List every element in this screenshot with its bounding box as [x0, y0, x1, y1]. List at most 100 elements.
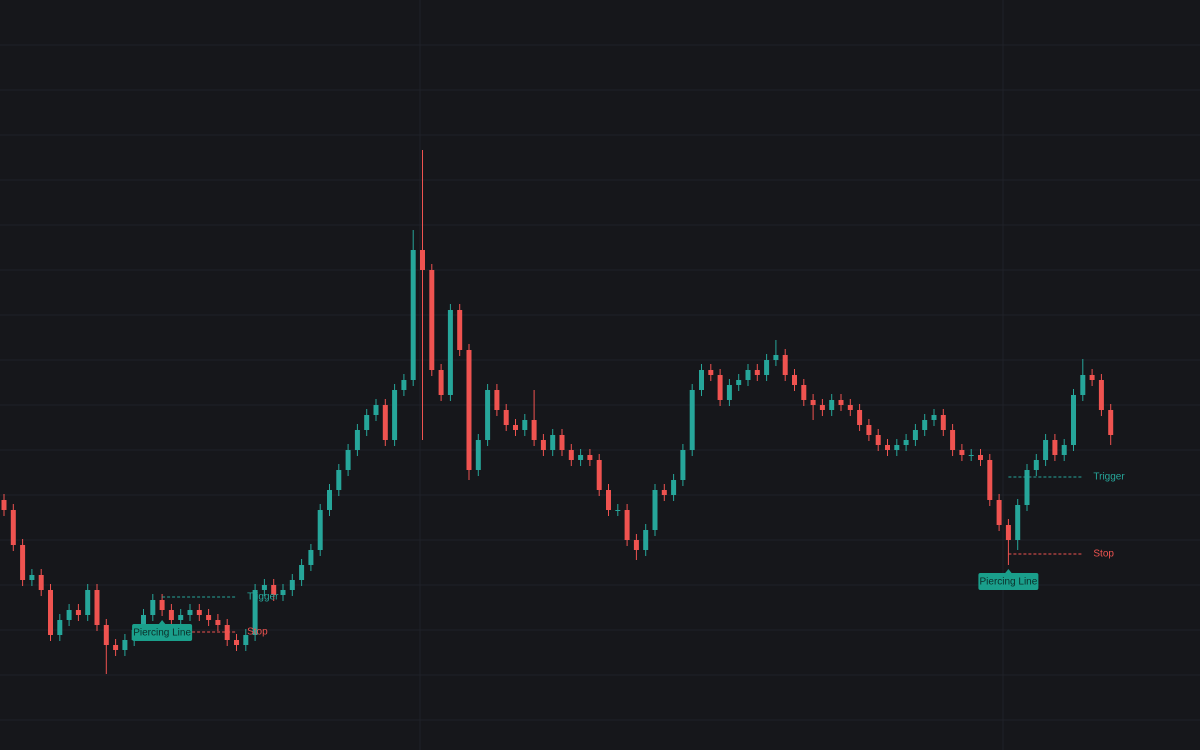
candle-body — [764, 360, 770, 375]
candle-body — [903, 440, 909, 445]
candle-body — [857, 410, 863, 425]
candle-body — [866, 425, 872, 435]
candle-body — [38, 575, 44, 590]
candle-body — [885, 445, 890, 450]
candle-body — [950, 430, 956, 450]
candle-body — [447, 310, 453, 395]
candle-body — [689, 390, 695, 450]
candle-body — [1108, 410, 1114, 435]
candle-body — [457, 310, 463, 350]
candle-body — [354, 430, 360, 450]
candle-body — [643, 530, 649, 550]
candle-body — [299, 565, 305, 580]
candle-body — [75, 610, 81, 615]
candle-body — [66, 610, 72, 620]
candle-body — [48, 590, 53, 635]
candle-body — [596, 460, 602, 490]
candle-body — [327, 490, 332, 510]
stop-label: Stop — [247, 627, 268, 638]
candle-body — [652, 490, 658, 530]
candle-body — [364, 415, 370, 430]
candle-body — [113, 645, 119, 650]
label-pointer — [1004, 569, 1013, 574]
candle-body — [494, 390, 500, 410]
candle-body — [234, 640, 239, 645]
candle-body — [1071, 395, 1076, 445]
candle-body — [252, 590, 258, 635]
candle-body — [196, 610, 202, 615]
candle-body — [10, 510, 16, 545]
candle-body — [308, 550, 314, 565]
stop-label: Stop — [1093, 549, 1114, 560]
candle-body — [838, 400, 844, 405]
candle-body — [531, 420, 537, 440]
pattern-label: Piercing Line — [133, 628, 191, 639]
candle-body — [20, 545, 26, 580]
candle-body — [1052, 440, 1058, 455]
candle-body — [317, 510, 323, 550]
candle-body — [801, 385, 807, 400]
candle-body — [578, 455, 584, 460]
candle-body — [485, 390, 491, 440]
candle-body — [289, 580, 295, 590]
candle-body — [606, 490, 611, 510]
candle-body — [271, 585, 277, 595]
candle-body — [1015, 505, 1021, 540]
candle-body — [875, 435, 881, 445]
candle-body — [819, 405, 825, 410]
candle-body — [1033, 460, 1039, 470]
candle-body — [280, 590, 286, 595]
candle-body — [550, 435, 556, 450]
candle-body — [382, 405, 388, 440]
candle-body — [680, 450, 686, 480]
candle-body — [1043, 440, 1049, 460]
candle-body — [373, 405, 379, 415]
candle-body — [187, 610, 193, 615]
candle-body — [392, 390, 398, 440]
candle-body — [1098, 380, 1104, 410]
candle-body — [410, 250, 416, 380]
candle-body — [1080, 375, 1086, 395]
candle-body — [931, 415, 937, 420]
candle-body — [540, 440, 546, 450]
candle-body — [159, 600, 165, 610]
candle-body — [996, 500, 1002, 525]
candle-body — [122, 640, 128, 650]
candle-body — [420, 250, 425, 270]
candle-body — [624, 510, 630, 540]
candle-body — [243, 635, 249, 645]
candle-body — [782, 355, 788, 375]
pattern-label-box — [132, 624, 193, 641]
candle-body — [513, 425, 518, 430]
candle-body — [829, 400, 835, 410]
candle-body — [708, 370, 714, 375]
candle-body — [215, 620, 221, 625]
candle-body — [568, 450, 574, 460]
candle-body — [178, 615, 184, 620]
candle-body — [336, 470, 342, 490]
pattern-label-box — [978, 573, 1039, 590]
candle-body — [206, 615, 212, 620]
candle-body — [1005, 525, 1011, 540]
candle-body — [503, 410, 509, 425]
candle-body — [345, 450, 351, 470]
candle-body — [522, 420, 528, 430]
candle-body — [438, 370, 444, 395]
candle-body — [912, 430, 918, 440]
candle-body — [94, 590, 100, 625]
candle-body — [29, 575, 35, 580]
candle-body — [736, 380, 742, 385]
candle-body — [745, 370, 751, 380]
candle-body — [968, 455, 974, 456]
candle-body — [894, 445, 900, 450]
candle-body — [261, 585, 267, 590]
candle-body — [1, 500, 7, 510]
label-pointer — [158, 620, 167, 625]
trigger-label: Trigger — [247, 592, 279, 603]
candle-body — [615, 510, 621, 511]
candle-body — [987, 460, 993, 500]
candle-body — [661, 490, 667, 495]
candle-body — [150, 600, 156, 615]
candle-body — [978, 455, 983, 460]
